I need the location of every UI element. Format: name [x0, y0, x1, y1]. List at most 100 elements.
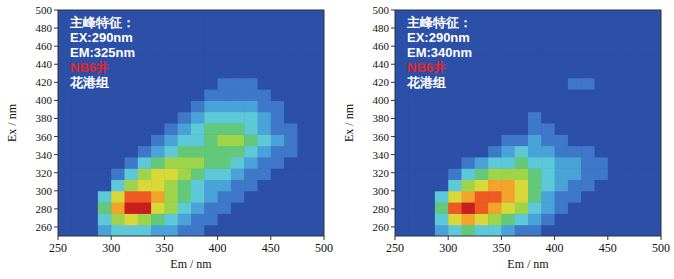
- cell: [284, 180, 298, 192]
- cell: [462, 168, 476, 180]
- cell: [297, 225, 311, 236]
- cell: [634, 10, 648, 22]
- cell: [297, 134, 311, 146]
- cell: [218, 202, 232, 214]
- cell: [164, 21, 178, 33]
- cell: [488, 202, 502, 214]
- cell: [621, 44, 635, 56]
- cell: [422, 202, 436, 214]
- cell: [311, 55, 324, 67]
- cell: [284, 55, 298, 67]
- cell: [164, 44, 178, 56]
- cell: [125, 134, 139, 146]
- cell: [311, 191, 324, 203]
- cell: [231, 123, 245, 135]
- cell: [271, 213, 285, 225]
- cell: [488, 33, 502, 45]
- cell: [595, 157, 609, 169]
- cell: [528, 123, 542, 135]
- plot-frame: [58, 10, 324, 236]
- cell: [204, 123, 218, 135]
- cell: [648, 146, 661, 158]
- cell: [648, 191, 661, 203]
- cell: [138, 78, 152, 90]
- cell: [634, 67, 648, 79]
- cell: [541, 134, 555, 146]
- cell: [448, 202, 462, 214]
- cell: [164, 225, 178, 236]
- cell: [488, 89, 502, 101]
- cell: [244, 225, 258, 236]
- cell: [621, 213, 635, 225]
- cell: [71, 112, 85, 124]
- cell: [541, 112, 555, 124]
- cell: [408, 100, 422, 112]
- cell: [462, 89, 476, 101]
- cell: [541, 146, 555, 158]
- cell: [138, 134, 152, 146]
- cell: [311, 168, 324, 180]
- cell: [191, 225, 205, 236]
- cell: [204, 89, 218, 101]
- cell: [408, 157, 422, 169]
- y-tick-label: 300: [36, 185, 53, 197]
- cell: [98, 123, 112, 135]
- cell: [204, 180, 218, 192]
- y-tick-label: 260: [373, 221, 390, 233]
- cell: [244, 89, 258, 101]
- cell: [621, 157, 635, 169]
- cell: [435, 225, 449, 236]
- cell: [462, 213, 476, 225]
- cell: [475, 112, 489, 124]
- cell: [528, 33, 542, 45]
- cell: [98, 191, 112, 203]
- cell: [648, 44, 661, 56]
- cell: [178, 55, 192, 67]
- cell: [515, 191, 529, 203]
- cell: [164, 112, 178, 124]
- cell: [258, 21, 272, 33]
- cell: [528, 157, 542, 169]
- cell: [98, 100, 112, 112]
- cell: [284, 225, 298, 236]
- cell: [568, 89, 582, 101]
- cell: [125, 89, 139, 101]
- cell: [568, 78, 582, 90]
- cell: [541, 78, 555, 90]
- cell: [568, 225, 582, 236]
- cell: [151, 225, 165, 236]
- cell: [595, 180, 609, 192]
- cell: [488, 180, 502, 192]
- cell: [515, 168, 529, 180]
- cell: [501, 89, 515, 101]
- cell: [178, 78, 192, 90]
- x-tick: [111, 236, 112, 240]
- y-tick-label: 400: [36, 94, 53, 106]
- cell: [555, 213, 569, 225]
- cell: [204, 44, 218, 56]
- cell: [258, 134, 272, 146]
- x-tick-label: 400: [546, 241, 564, 255]
- cell: [151, 191, 165, 203]
- cell: [555, 10, 569, 22]
- cell: [218, 134, 232, 146]
- cell: [555, 134, 569, 146]
- cell: [568, 21, 582, 33]
- cell: [98, 146, 112, 158]
- cell: [581, 146, 595, 158]
- cell: [271, 89, 285, 101]
- cell: [422, 180, 436, 192]
- cell: [648, 55, 661, 67]
- cell: [462, 146, 476, 158]
- cell: [297, 213, 311, 225]
- cell: [541, 180, 555, 192]
- cell: [191, 112, 205, 124]
- cell: [178, 157, 192, 169]
- cell: [85, 191, 99, 203]
- cell: [138, 10, 152, 22]
- cell: [58, 157, 72, 169]
- annotation: NB6井: [407, 60, 446, 75]
- x-tick: [448, 236, 449, 240]
- cell: [515, 44, 529, 56]
- cell: [218, 67, 232, 79]
